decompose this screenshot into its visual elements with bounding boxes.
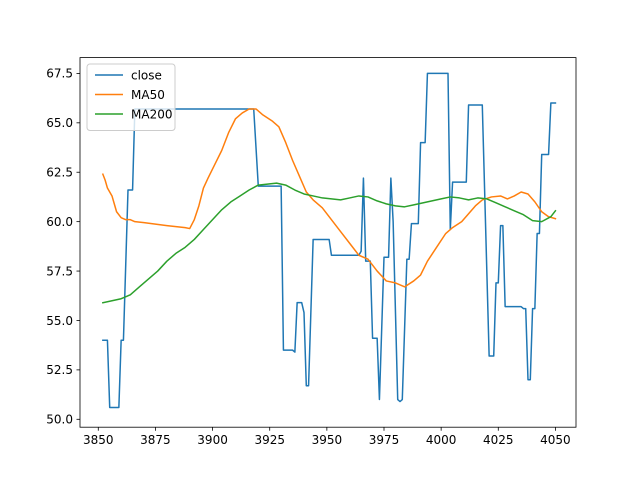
x-axis: 3850 3875 3900 3925 3950 3975 4000 4025 4050 (83, 427, 571, 447)
series-line-ma50 (101, 108, 557, 288)
y-tick-label: 52.5 (46, 363, 73, 377)
y-tick-label: 60.0 (46, 215, 73, 229)
y-tick-label: 57.5 (46, 264, 73, 278)
series-line-close (102, 72, 557, 409)
x-tick-label: 3925 (254, 433, 285, 447)
x-tick-label: 3875 (140, 433, 171, 447)
y-tick-label: 50.0 (46, 413, 73, 427)
y-axis: 50.0 52.5 55.0 57.5 60.0 62.5 65.0 67.5 (46, 67, 80, 427)
x-tick-label: 4025 (483, 433, 514, 447)
legend-label-ma200: MA200 (131, 107, 172, 121)
x-tick-label: 4050 (540, 433, 571, 447)
legend-label-close: close (131, 68, 162, 82)
x-tick-label: 3975 (369, 433, 400, 447)
y-tick-label: 67.5 (46, 67, 73, 81)
y-tick-label: 62.5 (46, 166, 73, 180)
axes-frame (79, 57, 577, 428)
x-tick-label: 3950 (312, 433, 343, 447)
x-tick-label: 4000 (426, 433, 457, 447)
series-line-ma200 (101, 182, 557, 304)
series-layer (101, 72, 557, 409)
y-tick-label: 65.0 (46, 116, 73, 130)
legend-label-ma50: MA50 (131, 88, 165, 102)
x-tick-label: 3900 (197, 433, 228, 447)
legend: close MA50 MA200 (86, 63, 176, 131)
x-tick-label: 3850 (83, 433, 114, 447)
y-tick-label: 55.0 (46, 314, 73, 328)
